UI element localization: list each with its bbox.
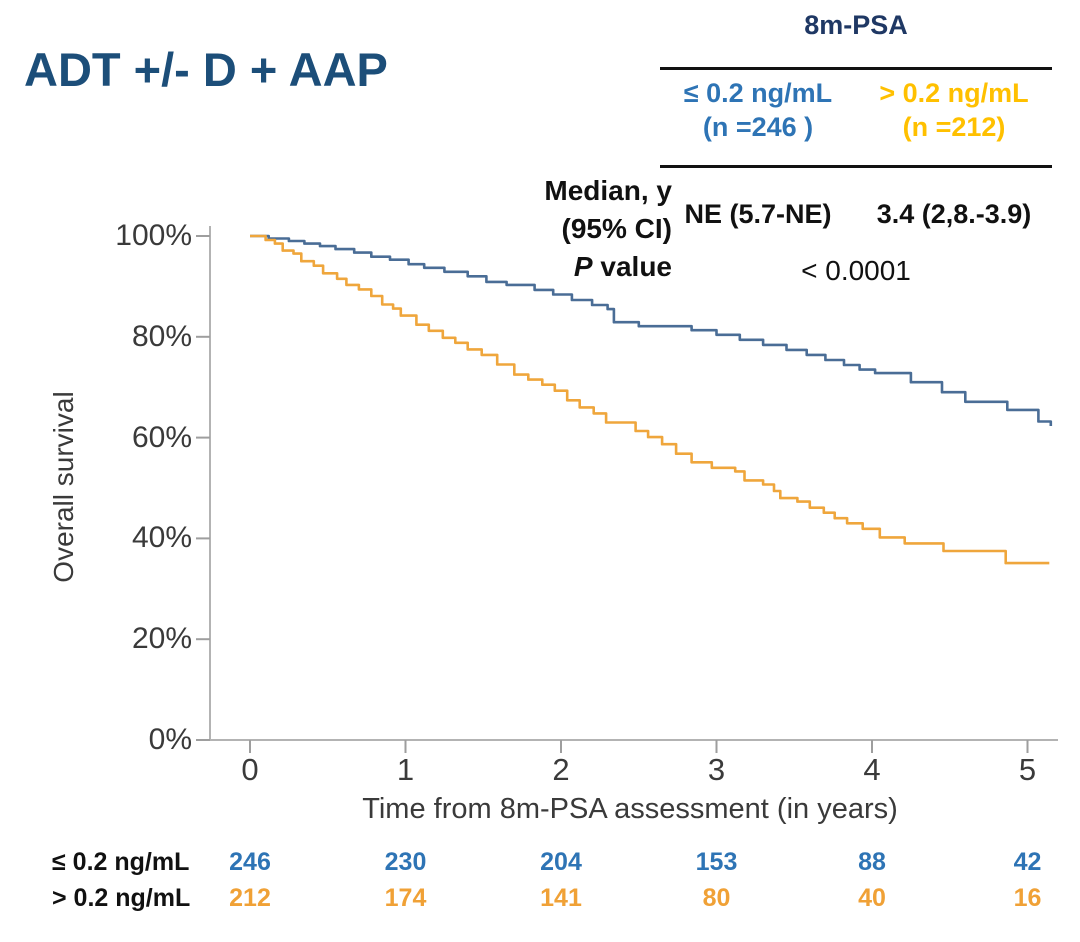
risk-count: 88: [858, 848, 886, 876]
risk-count: 40: [858, 884, 886, 912]
risk-count: 246: [229, 848, 271, 876]
risk-row-label: > 0.2 ng/mL: [52, 884, 191, 912]
summary-table-bottom-rule: [660, 165, 1052, 168]
median-value-group2: 3.4 (2,8.-3.9): [876, 199, 1032, 229]
y-tick-label: 40%: [131, 521, 192, 555]
y-tick-label: 0%: [148, 723, 192, 756]
x-tick-label: 0: [241, 752, 259, 787]
summary-table-header: 8m-PSA: [804, 10, 908, 40]
risk-count: 141: [540, 884, 582, 912]
x-tick-label: 5: [1018, 752, 1037, 787]
group1-label: ≤ 0.2 ng/mL: [683, 78, 833, 108]
risk-count: 42: [1013, 848, 1042, 876]
y-tick-label: 60%: [131, 420, 192, 454]
risk-count: 80: [702, 884, 731, 912]
slide-title: ADT +/- D + AAP: [24, 43, 388, 96]
y-tick-label: 20%: [131, 622, 192, 656]
x-tick-label: 4: [863, 752, 881, 787]
x-tick-label: 1: [396, 752, 415, 787]
group2-label: > 0.2 ng/mL: [879, 78, 1029, 108]
group1-header: ≤ 0.2 ng/mL (n =246 ): [660, 76, 856, 144]
y-axis-title: Overall survival: [48, 391, 79, 583]
x-tick-label: 3: [707, 752, 726, 787]
y-tick-label: 80%: [131, 319, 192, 353]
risk-count: 153: [695, 848, 738, 876]
risk-count: 204: [540, 848, 582, 876]
median-row-label-line1: Median, y: [544, 175, 672, 206]
group1-n: (n =246 ): [702, 112, 814, 142]
group2-header: > 0.2 ng/mL (n =212): [856, 76, 1052, 144]
median-row-label-line2: (95% CI): [561, 213, 672, 244]
x-axis-title: Time from 8m-PSA assessment (in years): [362, 793, 898, 825]
risk-count: 212: [229, 884, 271, 912]
summary-row-labels: Median, y (95% CI) P value: [544, 172, 672, 286]
p-value-row-label: P value: [573, 251, 672, 282]
median-values-row: NE (5.7-NE) 3.4 (2,8.-3.9): [660, 196, 1052, 232]
summary-table-top-rule: [660, 67, 1052, 70]
summary-table-group-headers: ≤ 0.2 ng/mL (n =246 ) > 0.2 ng/mL (n =21…: [660, 76, 1052, 144]
risk-count: 174: [384, 884, 427, 912]
risk-count: 230: [384, 848, 427, 876]
x-tick-label: 2: [552, 752, 570, 787]
median-value-group1: NE (5.7-NE): [684, 199, 832, 229]
risk-row-label: ≤ 0.2 ng/mL: [52, 848, 190, 876]
y-tick-label: 100%: [115, 219, 192, 252]
group2-n: (n =212): [902, 112, 1006, 142]
p-value: < 0.0001: [801, 255, 911, 286]
risk-count: 16: [1013, 884, 1042, 912]
